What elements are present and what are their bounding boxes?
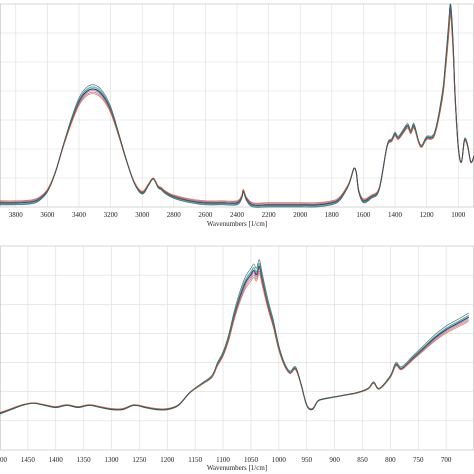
x-tick-label: 750 — [413, 456, 424, 464]
x-tick-label: 1200 — [160, 456, 175, 464]
x-tick-label: 1000 — [451, 211, 466, 219]
x-tick-label: 3000 — [135, 211, 150, 219]
x-tick-label: 1500 — [0, 456, 8, 464]
x-tick-label: 850 — [357, 456, 368, 464]
ftir-full-range-chart: 3800 3600 3400 3200 3000 2800 2600 2400 2200 2000… — [0, 3, 474, 228]
x-tick-label: 2000 — [293, 211, 308, 219]
x-tick-label: 3800 — [9, 211, 24, 219]
x-tick-label: 1100 — [216, 456, 230, 464]
x-tick-label: 3400 — [72, 211, 87, 219]
x-axis-title: Wavenumbers [1/cm] — [207, 220, 267, 228]
x-tick-label: 1600 — [356, 211, 371, 219]
spectra-series — [0, 3, 474, 208]
x-tick-label: 3200 — [104, 211, 119, 219]
spectrum-line-3 — [0, 263, 469, 414]
spectrum-line-7 — [0, 3, 474, 208]
x-tick-labels: 1500 1450 1400 1350 1300 1250 1200 1150 1100 1050… — [0, 456, 452, 464]
spectrum-line-2 — [0, 268, 469, 414]
x-tick-label: 800 — [385, 456, 396, 464]
x-tick-label: 2600 — [198, 211, 213, 219]
x-tick-label: 1000 — [272, 456, 287, 464]
x-tick-label: 1200 — [420, 211, 435, 219]
spectrum-line-4 — [0, 270, 469, 413]
x-tick-labels: 3800 3600 3400 3200 3000 2800 2600 2400 2200 2000… — [9, 211, 466, 219]
x-tick-label: 3600 — [40, 211, 55, 219]
spectrum-line-7 — [0, 259, 469, 415]
x-tick-label: 1400 — [388, 211, 403, 219]
x-tick-label: 950 — [301, 456, 312, 464]
x-tick-label: 1300 — [105, 456, 120, 464]
spectrum-line-1 — [0, 265, 470, 414]
x-tick-label: 1400 — [49, 456, 64, 464]
x-tick-label: 2400 — [230, 211, 245, 219]
x-tick-label: 2200 — [262, 211, 277, 219]
x-tick-label: 2800 — [167, 211, 182, 219]
plot-frame — [0, 245, 474, 451]
spectra-series — [0, 259, 470, 415]
x-tick-label: 1450 — [21, 456, 36, 464]
x-tick-label: 1800 — [325, 211, 340, 219]
spectrum-line-6 — [0, 273, 469, 413]
x-tick-label: 1250 — [132, 456, 147, 464]
grid — [0, 4, 474, 207]
x-tick-label: 1050 — [244, 456, 259, 464]
spectrum-line-5 — [0, 262, 469, 415]
x-axis-title: Wavenumbers [1/cm] — [207, 464, 267, 472]
ftir-fingerprint-chart: 1500 1450 1400 1350 1300 1250 1200 1150 1100 1050… — [0, 245, 474, 472]
x-tick-label: 1150 — [188, 456, 202, 464]
x-tick-label: 1350 — [77, 456, 92, 464]
x-tick-label: 700 — [441, 456, 452, 464]
grid — [0, 246, 474, 450]
spectrum-line-6 — [0, 15, 474, 204]
x-tick-label: 900 — [329, 456, 340, 464]
